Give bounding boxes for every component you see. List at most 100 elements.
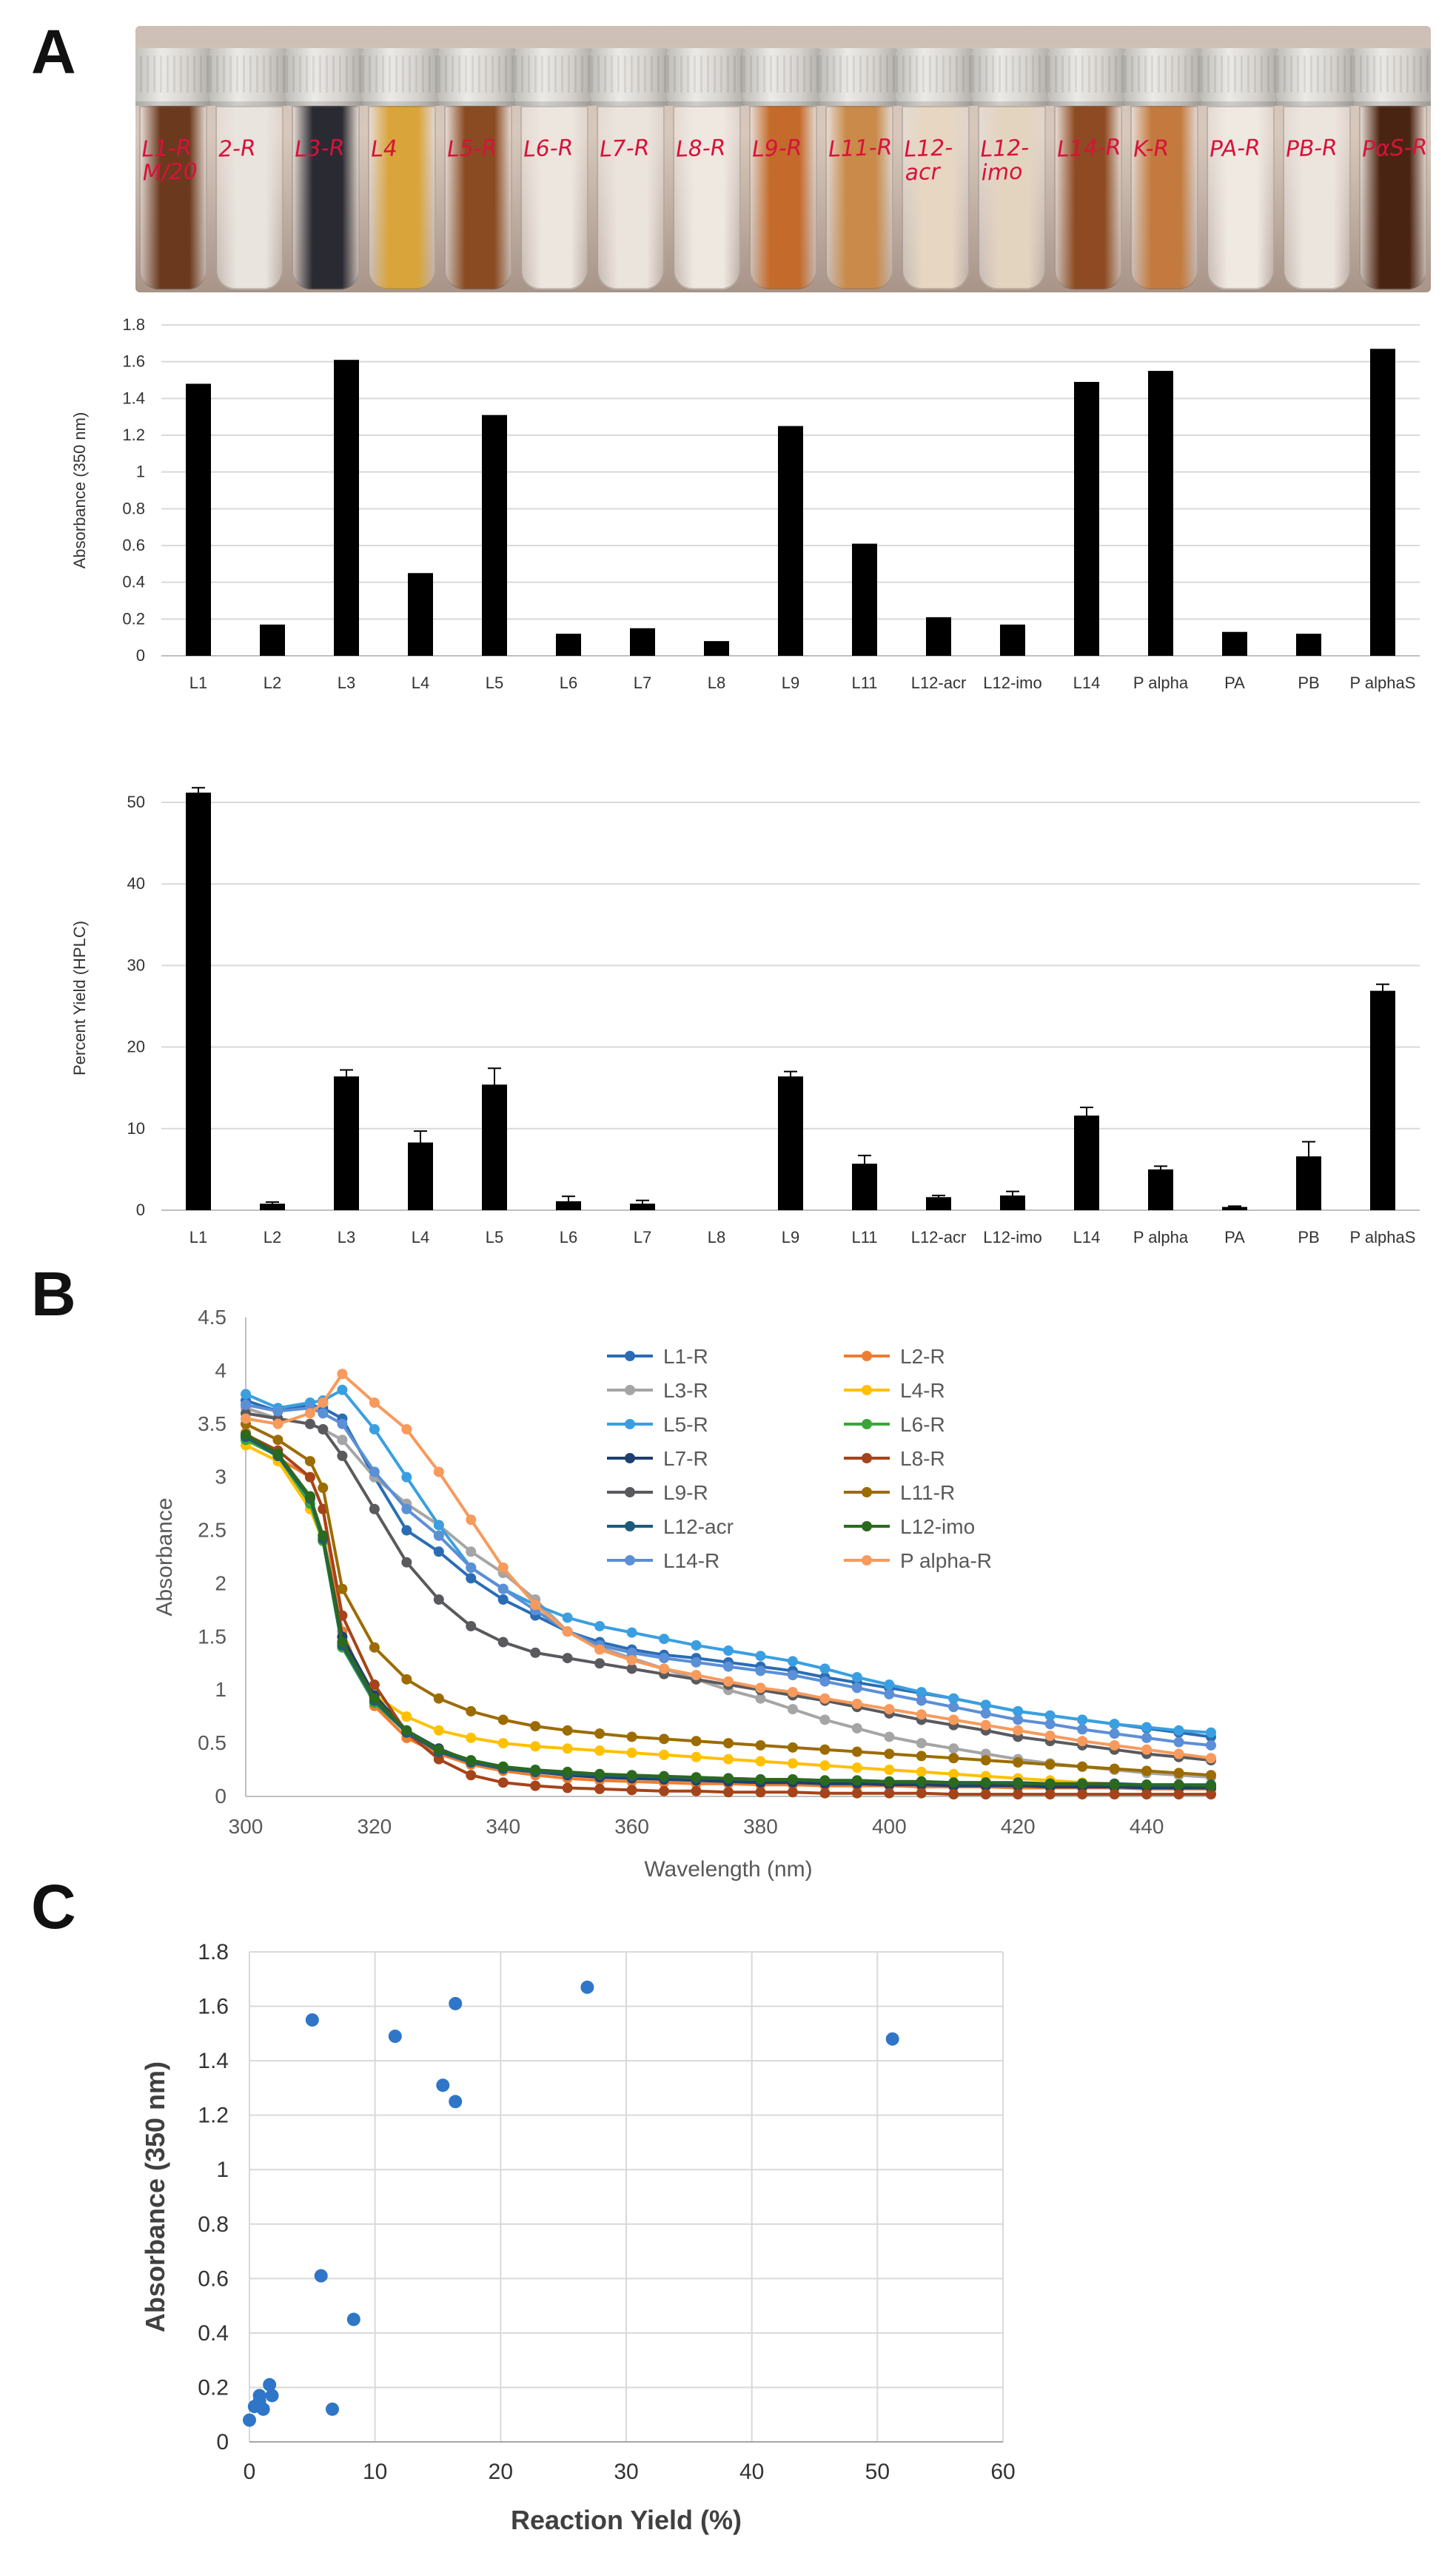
series-point — [369, 1679, 380, 1691]
vial-body — [597, 106, 665, 289]
series-point — [851, 1762, 862, 1773]
y-tick-label: 1.4 — [198, 2049, 229, 2073]
series-point — [433, 1744, 444, 1755]
series-point — [497, 1594, 509, 1605]
x-tick-label: 400 — [872, 1815, 907, 1838]
series-point — [1206, 1780, 1216, 1791]
bar — [1296, 634, 1321, 656]
vial-body — [825, 106, 893, 289]
series-point — [819, 1663, 831, 1674]
series-point — [916, 1738, 927, 1749]
x-tick-label: L7 — [634, 674, 651, 692]
series-point — [594, 1658, 605, 1669]
series-point — [369, 1466, 380, 1477]
series-point — [401, 1725, 412, 1736]
y-tick-label: 0 — [136, 1201, 145, 1219]
series-point — [1013, 1705, 1024, 1716]
bar — [778, 426, 803, 656]
bar — [1074, 1115, 1099, 1210]
series-point — [337, 1583, 348, 1594]
series-point — [787, 1670, 798, 1681]
series-point — [337, 1384, 348, 1395]
vial-cap — [1124, 48, 1204, 106]
vial-cap-ribs — [972, 56, 1052, 93]
series-point — [1141, 1779, 1153, 1791]
vial: L5-R — [438, 48, 518, 289]
vial-cap-ribs — [591, 56, 671, 93]
series-point — [1109, 1728, 1120, 1739]
vial-cap — [972, 48, 1052, 106]
legend-swatch-marker — [862, 1555, 872, 1565]
series-point — [723, 1787, 734, 1798]
vial-cap — [135, 48, 213, 106]
series-point — [723, 1645, 734, 1657]
series-point — [304, 1471, 315, 1483]
series-point — [1206, 1753, 1216, 1764]
series-point — [401, 1423, 412, 1434]
x-tick-label: 60 — [990, 2460, 1015, 2484]
absorbance-bar: 0 0.2 0.4 0.6 0.8 1 1.2 1.4 1.6 1.8 L1 L2 L3 L4 L5 L6 L7… — [70, 315, 1420, 692]
bar — [334, 1076, 359, 1210]
y-tick-label: 40 — [127, 874, 145, 893]
x-tick-label: L4 — [412, 1228, 429, 1246]
vial-cap — [1277, 48, 1357, 106]
series-point — [819, 1744, 831, 1755]
x-tick-label: L8 — [708, 674, 725, 692]
series-point — [337, 1369, 348, 1380]
bar — [482, 1084, 507, 1210]
series-point — [304, 1491, 315, 1502]
y-tick-label: 3 — [215, 1466, 227, 1489]
series-point — [659, 1785, 670, 1796]
x-tick-label: P alpha — [1133, 674, 1189, 692]
series-point — [401, 1557, 412, 1568]
series-point — [1013, 1756, 1024, 1768]
scatter-point — [580, 1980, 594, 1994]
series-point — [241, 1429, 251, 1440]
vial: L14-R — [1048, 48, 1128, 289]
legend-label: L5-R — [663, 1413, 708, 1436]
vial-cap-ribs — [667, 56, 747, 93]
series-point — [1044, 1731, 1056, 1742]
vial-cap — [1353, 48, 1431, 106]
series-point — [1044, 1759, 1056, 1770]
scatter-point — [243, 2413, 256, 2427]
legend-swatch-marker — [625, 1453, 635, 1463]
series-point — [626, 1663, 637, 1674]
panel-letter-c: C — [31, 1872, 76, 1942]
x-tick-label: 440 — [1130, 1815, 1164, 1838]
series-point — [723, 1773, 734, 1784]
series-point — [1109, 1763, 1120, 1774]
x-tick-label: 320 — [358, 1815, 392, 1838]
x-tick-label: 10 — [363, 2460, 387, 2484]
bar — [1222, 631, 1247, 656]
series-point — [562, 1766, 573, 1777]
legend-swatch-marker — [862, 1521, 872, 1531]
series-point — [1013, 1789, 1024, 1800]
x-tick-label: 40 — [739, 2460, 764, 2484]
series-point — [562, 1743, 573, 1754]
series-point — [433, 1546, 444, 1557]
bar — [1370, 990, 1395, 1210]
series-point — [755, 1787, 766, 1798]
series-point — [659, 1749, 670, 1760]
vial-cap — [743, 48, 823, 106]
scatter-point — [346, 2312, 360, 2326]
vial: L3-R — [286, 48, 366, 289]
vial-body — [292, 106, 360, 289]
vial-cap-ribs — [743, 56, 823, 93]
series-point — [916, 1709, 927, 1720]
vial: 2-R — [209, 48, 289, 289]
series-point — [659, 1653, 670, 1664]
legend-label: L12-imo — [900, 1515, 975, 1538]
vial: L12- imo — [972, 48, 1052, 289]
series-point — [466, 1770, 477, 1781]
series-line — [245, 1388, 1212, 1734]
series-point — [755, 1665, 766, 1677]
y-tick-label: 1.5 — [198, 1625, 227, 1648]
series-point — [1109, 1789, 1120, 1800]
series-point — [1141, 1744, 1153, 1755]
bar — [186, 792, 211, 1210]
series-point — [337, 1418, 348, 1429]
y-tick-label: 2.5 — [198, 1519, 227, 1542]
series-point — [401, 1503, 412, 1514]
